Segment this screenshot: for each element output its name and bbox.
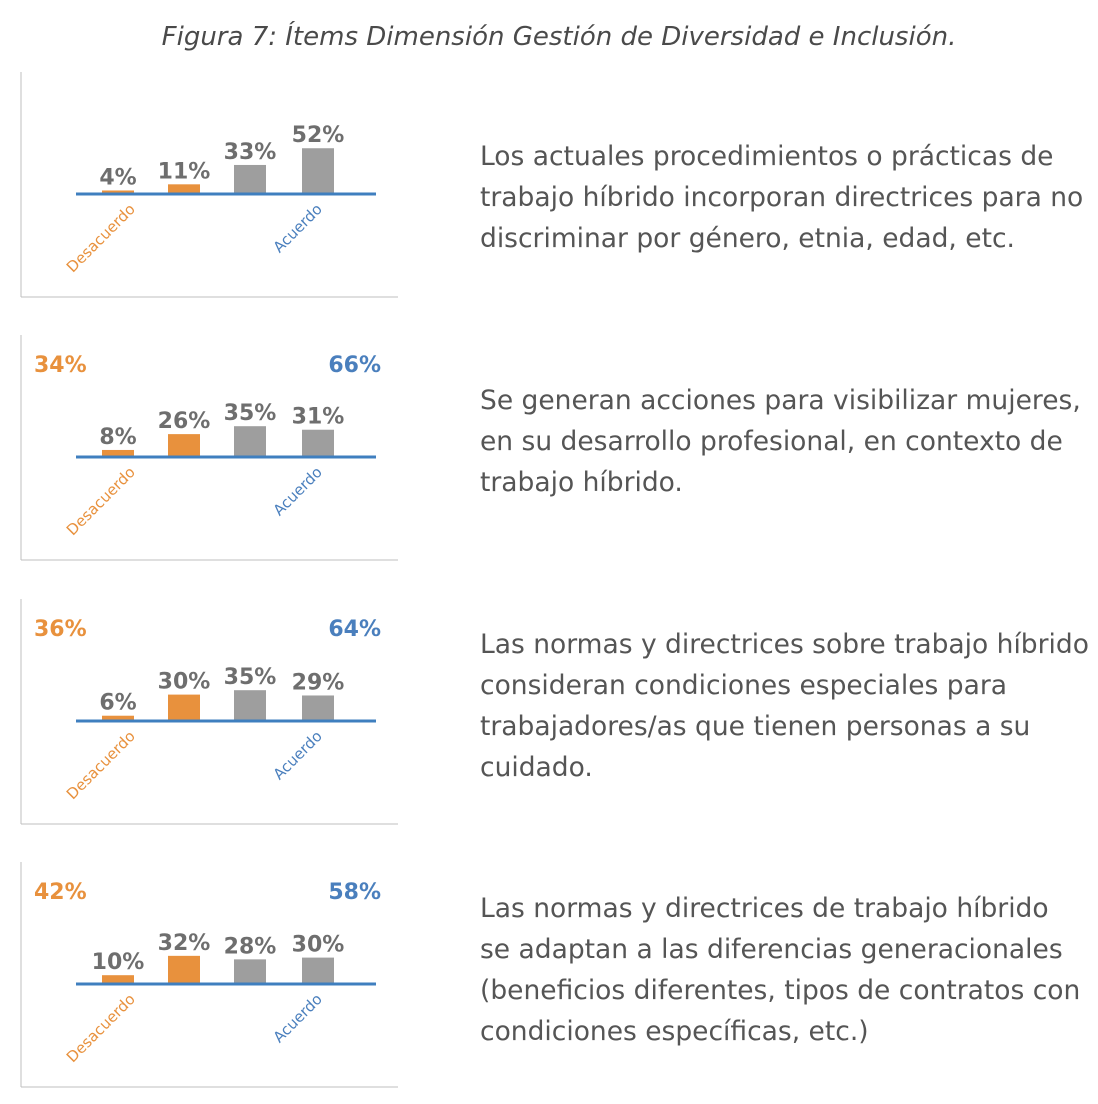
value-label-2: 26%: [158, 409, 211, 434]
value-label-4: 52%: [292, 123, 345, 148]
chart-panel-3: 36% 64% 6% 30% 35% 29% Desacuerdo Acuerdo: [0, 597, 420, 837]
item-description-line: trabajo híbrido incorporan directrices p…: [480, 182, 1084, 213]
item-description-line: condiciones específicas, etc.): [480, 1016, 869, 1047]
value-label-4: 31%: [292, 405, 345, 430]
agree-total-label: 64%: [328, 617, 381, 642]
bar-4: [302, 429, 334, 457]
chart-2: 34% 66% 8% 26% 35% 31% Desacuerdo Acuerdo: [20, 335, 398, 561]
bar-4: [302, 148, 334, 194]
bar-1: [102, 449, 134, 457]
item-description-line: se adaptan a las diferencias generaciona…: [480, 934, 1063, 965]
bar-3: [234, 164, 266, 194]
value-label-2: 32%: [158, 931, 211, 956]
bar-2: [168, 434, 200, 457]
value-label-3: 35%: [224, 401, 277, 426]
value-label-1: 6%: [99, 691, 136, 716]
item-description-line: en su desarrollo profesional, en context…: [480, 426, 1063, 457]
disagree-total-label: 42%: [34, 880, 87, 905]
disagree-total-label: 36%: [34, 617, 87, 642]
disagree-axis-label: Desacuerdo: [63, 200, 139, 276]
item-description-3: Las normas y directrices sobre trabajo h…: [480, 624, 1089, 788]
value-label-1: 4%: [99, 165, 136, 190]
bar-4: [302, 957, 334, 984]
agree-axis-label: Acuerdo: [270, 463, 326, 519]
disagree-axis-label: Desacuerdo: [63, 463, 139, 539]
item-description-line: trabajadores/as que tienen personas a su: [480, 711, 1031, 742]
chart-panel-1: 4% 11% 33% 52% Desacuerdo Acuerdo: [0, 70, 420, 310]
disagree-total-label: 34%: [34, 353, 87, 378]
bar-2: [168, 184, 200, 194]
agree-total-label: 66%: [328, 353, 381, 378]
item-description-line: (beneficios diferentes, tipos de contrat…: [480, 975, 1081, 1006]
value-label-3: 35%: [224, 665, 277, 690]
item-description-line: trabajo híbrido.: [480, 467, 683, 498]
bar-2: [168, 955, 200, 984]
chart-1: 4% 11% 33% 52% Desacuerdo Acuerdo: [20, 72, 398, 298]
item-description-2: Se generan acciones para visibilizar muj…: [480, 380, 1081, 503]
item-description-line: Las normas y directrices de trabajo híbr…: [480, 893, 1049, 924]
bar-4: [302, 695, 334, 721]
agree-axis-label: Acuerdo: [270, 990, 326, 1046]
disagree-axis-label: Desacuerdo: [63, 990, 139, 1066]
bar-1: [102, 975, 134, 984]
disagree-axis-label: Desacuerdo: [63, 727, 139, 803]
value-label-3: 28%: [224, 934, 277, 959]
figure-title: Figura 7: Ítems Dimensión Gestión de Div…: [161, 22, 957, 52]
value-label-2: 11%: [158, 159, 211, 184]
bar-1: [102, 715, 134, 721]
bar-3: [234, 690, 266, 721]
chart-4: 42% 58% 10% 32% 28% 30% Desacuerdo Acuerdo: [20, 862, 398, 1088]
bar-3: [234, 959, 266, 984]
item-description-line: consideran condiciones especiales para: [480, 670, 1007, 701]
bar-2: [168, 694, 200, 721]
item-description-line: Las normas y directrices sobre trabajo h…: [480, 629, 1089, 660]
value-label-2: 30%: [158, 670, 211, 695]
agree-total-label: 58%: [328, 880, 381, 905]
item-description-line: Los actuales procedimientos o prácticas …: [480, 141, 1054, 172]
chart-panel-2: 34% 66% 8% 26% 35% 31% Desacuerdo Acuerdo: [0, 333, 420, 573]
agree-axis-label: Acuerdo: [270, 200, 326, 256]
agree-axis-label: Acuerdo: [270, 727, 326, 783]
value-label-3: 33%: [224, 140, 277, 165]
value-label-1: 8%: [99, 425, 136, 450]
chart-3: 36% 64% 6% 30% 35% 29% Desacuerdo Acuerdo: [20, 599, 398, 825]
item-description-4: Las normas y directrices de trabajo híbr…: [480, 888, 1080, 1052]
bar-3: [234, 426, 266, 457]
value-label-4: 30%: [292, 933, 345, 958]
item-description-line: discriminar por género, etnia, edad, etc…: [480, 223, 1015, 254]
value-label-1: 10%: [92, 950, 145, 975]
item-description-line: Se generan acciones para visibilizar muj…: [480, 385, 1081, 416]
value-label-4: 29%: [292, 670, 345, 695]
chart-panel-4: 42% 58% 10% 32% 28% 30% Desacuerdo Acuerdo: [0, 860, 420, 1100]
item-description-line: cuidado.: [480, 752, 593, 783]
bar-1: [102, 190, 134, 194]
item-description-1: Los actuales procedimientos o prácticas …: [480, 136, 1084, 259]
